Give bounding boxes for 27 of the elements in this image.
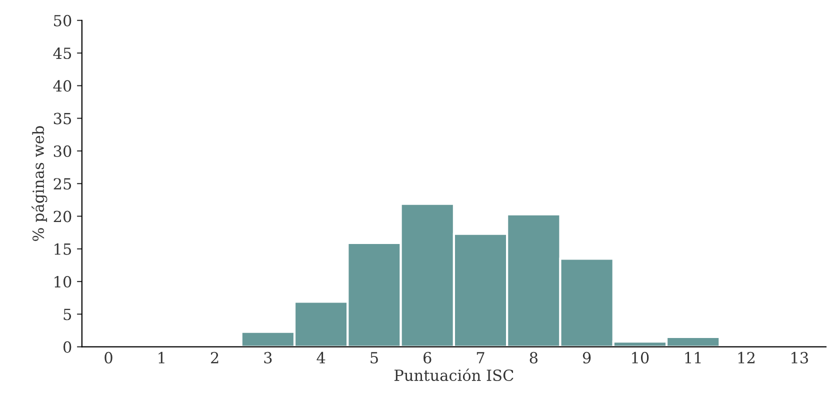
y-tick-label: 20: [54, 210, 72, 222]
x-tick-label: 9: [582, 352, 591, 364]
y-axis-title: % páginas web: [32, 126, 48, 241]
y-tick-label: 40: [53, 80, 72, 92]
x-tick-label: 5: [370, 352, 378, 364]
x-tick-label: 8: [530, 352, 538, 364]
y-tick-label: 25: [54, 178, 72, 190]
x-axis-title: Puntuación ISC: [394, 368, 514, 382]
x-tick-label: 3: [264, 352, 272, 364]
y-tick-label: 0: [63, 341, 72, 353]
y-tick-label: 5: [64, 308, 72, 320]
y-tick-label: 35: [54, 112, 72, 124]
x-tick-label: 1: [158, 352, 164, 364]
x-tick-label: 10: [632, 352, 649, 364]
x-tick-label: 6: [424, 352, 432, 364]
y-tick-label: 50: [54, 14, 72, 26]
x-tick-label: 4: [316, 352, 326, 364]
y-tick-label: 45: [53, 48, 72, 60]
x-tick-label: 12: [738, 352, 754, 364]
x-tick-label: 2: [210, 352, 218, 364]
y-tick-label: 30: [54, 145, 72, 157]
x-tick-label: 13: [792, 352, 808, 364]
x-tick-label: 11: [685, 352, 701, 364]
y-tick-label: 15: [54, 243, 72, 255]
x-tick-label: 7: [476, 352, 484, 364]
y-tick-label: 10: [54, 276, 72, 288]
x-tick-label: 0: [104, 352, 112, 364]
